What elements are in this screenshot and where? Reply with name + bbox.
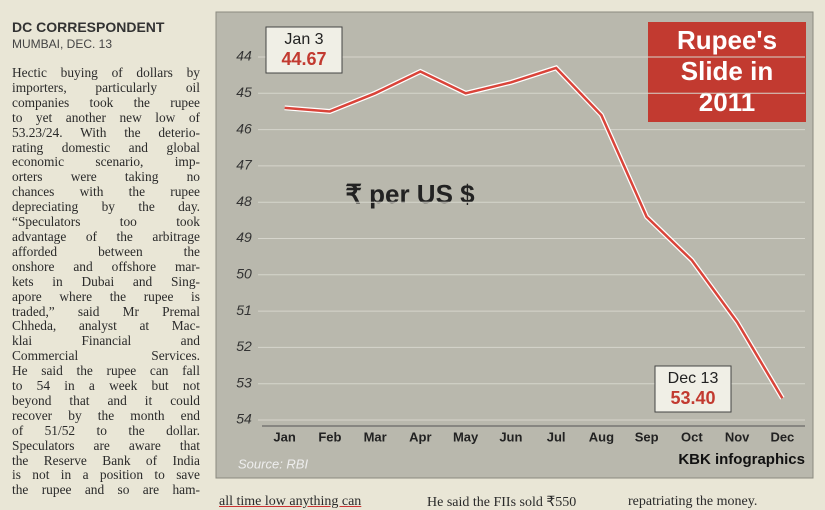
article: Hectic buying of dollars by importers, pa… — [12, 65, 200, 498]
article-line: klai Financial and — [12, 333, 200, 349]
bottom-text: He said the FIIs sold ₹550 — [427, 495, 577, 510]
article-line: apore where the rupee is — [12, 288, 200, 304]
article-line: to 54 in a week but not — [12, 378, 200, 394]
annotation-date: Dec 13 — [668, 370, 719, 387]
annotation-value: 53.40 — [670, 388, 715, 408]
article-line: advantage of the arbitrage — [12, 228, 200, 244]
x-tick-label: Feb — [318, 429, 341, 444]
article-line: kets in Dubai and Sing- — [12, 273, 200, 289]
y-tick-label: 49 — [236, 229, 252, 245]
y-tick-label: 51 — [236, 302, 252, 318]
x-tick-label: Jan — [273, 429, 295, 444]
y-tick-label: 45 — [236, 84, 252, 100]
y-tick-label: 53 — [236, 374, 252, 390]
credit: KBK infographics — [678, 451, 805, 468]
article-line: the Reserve Bank of India — [12, 452, 200, 468]
article-line: depreciating by the day. — [12, 199, 200, 215]
article-line: rating domestic and global — [12, 139, 200, 155]
article-line: beyond that and it could — [12, 392, 200, 408]
title-box — [648, 22, 806, 122]
x-tick-label: Nov — [725, 429, 750, 444]
annotation-box — [654, 365, 732, 413]
article-line: “Speculators too took — [12, 214, 200, 230]
y-tick-label: 50 — [236, 266, 252, 282]
x-tick-label: Aug — [589, 429, 614, 444]
article-line: He said the rupee can fall — [12, 363, 200, 379]
article-line: economic scenario, imp- — [12, 154, 200, 170]
article-line: to yet another new low of — [12, 109, 200, 125]
y-tick-label: 46 — [236, 120, 252, 136]
article-line: the rupee and so are ham- — [12, 482, 200, 498]
byline: DC CORRESPONDENT — [12, 19, 165, 35]
x-tick-label: Apr — [409, 429, 431, 444]
y-tick-label: 54 — [236, 411, 252, 427]
x-tick-label: Oct — [681, 429, 703, 444]
article-line: is not in a position to save — [12, 467, 200, 483]
chart-title: Rupee's Slide in 2011 — [677, 25, 777, 117]
x-tick-label: May — [453, 429, 479, 444]
x-tick-label: Sep — [635, 429, 659, 444]
x-tick-label: Jul — [547, 429, 566, 444]
x-tick-label: Mar — [364, 429, 387, 444]
line — [284, 66, 784, 399]
article-line: recover by the month end — [12, 407, 200, 423]
article-line: orters were taking no — [12, 169, 200, 185]
chart-subtitle: ₹ per US $ — [345, 179, 475, 209]
x-tick-label: Dec — [770, 429, 794, 444]
article-line: of 51/52 to the dollar. — [12, 422, 200, 438]
article-line: chances with the rupee — [12, 184, 200, 200]
article-line: 53.23/24. With the deterio- — [12, 124, 200, 140]
article-line: companies took the rupee — [12, 94, 200, 110]
x-tick-label: Jun — [499, 429, 522, 444]
article-line: Commercial Services. — [12, 348, 200, 364]
annotation-value: 44.67 — [281, 49, 326, 69]
source: Source: RBI — [238, 456, 308, 471]
dateline: MUMBAI, DEC. 13 — [12, 37, 113, 51]
y-tick-label: 44 — [236, 48, 252, 64]
y-tick-label: 47 — [236, 157, 253, 173]
annotation-box — [265, 26, 343, 74]
y-tick-label: 48 — [236, 193, 252, 209]
bottom-text: all time low anything can — [219, 494, 362, 509]
y-tick-label: 52 — [236, 338, 252, 354]
article-line: importers, particularly oil — [12, 79, 200, 95]
annotation-date: Jan 3 — [284, 31, 323, 48]
bottom-text: repatriating the money. — [628, 494, 758, 509]
article-line: onshore and offshore mar- — [12, 258, 200, 274]
article-line: Chheda, analyst at Mac- — [12, 318, 200, 334]
article-line: traded,” said Mr Premal — [12, 303, 200, 319]
article-line: Speculators are aware that — [12, 437, 200, 453]
article-line: Hectic buying of dollars by — [12, 65, 200, 80]
article-line: afforded between the — [12, 243, 200, 259]
